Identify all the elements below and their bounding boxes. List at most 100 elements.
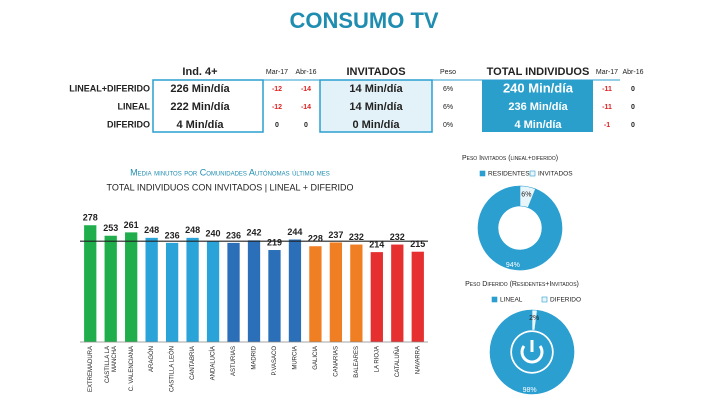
bar <box>411 251 424 342</box>
x-tick-label: BALEARES <box>354 346 360 378</box>
x-tick-label: MURCIA <box>293 346 299 370</box>
bar <box>288 239 302 342</box>
table-cell: -12 <box>272 86 282 93</box>
table-cell: 4 Min/día <box>176 119 224 131</box>
bar <box>329 242 343 342</box>
bar <box>186 237 199 342</box>
value-label: 248 <box>185 225 200 235</box>
value-label: 232 <box>390 232 405 242</box>
x-tick-label: CATALUÑA <box>394 346 401 377</box>
value-label: 236 <box>226 230 241 240</box>
bar <box>370 252 383 342</box>
table-cell: -11 <box>602 86 612 93</box>
x-tick-label: LA RIOJA <box>374 346 380 372</box>
table-cell: 222 Min/día <box>170 101 230 113</box>
bar <box>350 244 363 342</box>
x-tick-label: CASTILLA LAMANCHA <box>105 346 118 383</box>
table-cell: 0 Min/día <box>352 119 400 131</box>
table-cell: 6% <box>443 104 453 111</box>
page-title: CONSUMO TV <box>289 8 438 33</box>
value-label: 278 <box>83 213 98 223</box>
table-cell: 240 Min/día <box>503 80 574 95</box>
table-cell: -11 <box>602 104 612 111</box>
value-label: 219 <box>267 237 282 247</box>
table-cell: 14 Min/día <box>349 83 403 95</box>
bar <box>145 237 158 342</box>
column-header: Mar-17 <box>596 69 618 76</box>
value-label: 236 <box>165 230 180 240</box>
x-tick-label: MADRID <box>252 345 258 369</box>
table-cell: -1 <box>604 122 610 129</box>
value-label: 2% <box>529 315 539 322</box>
value-label: 248 <box>144 225 159 235</box>
legend-swatch <box>479 170 486 177</box>
chart-title: Media minutos por Comunidades Autónomas … <box>130 167 330 177</box>
row-label: LINEAL+DIFERIDO <box>69 83 150 93</box>
legend-label: LINEAL <box>500 297 523 304</box>
x-tick-label: CASTILLA LEÓN <box>169 346 176 392</box>
x-tick-label: ARAGÓN <box>148 346 155 372</box>
legend-label: DIFERIDO <box>550 297 581 304</box>
x-tick-label: P.VASACO <box>272 346 278 376</box>
value-label: 214 <box>369 239 384 249</box>
value-label: 237 <box>328 230 343 240</box>
value-label: 261 <box>124 220 139 230</box>
table-cell: 0 <box>631 122 635 129</box>
pie-slice <box>489 309 575 395</box>
column-header: Mar-17 <box>266 69 288 76</box>
chart-title: Peso Diferido (Residentes+Invitados) <box>465 281 579 288</box>
bar <box>125 232 138 342</box>
column-header: Ind. 4+ <box>182 66 217 78</box>
table-cell: 4 Min/día <box>514 119 562 131</box>
table-cell: 0 <box>631 104 635 111</box>
x-tick-label: CANARIAS <box>333 346 339 377</box>
people-icon <box>505 214 535 236</box>
legend-label: RESIDENTES <box>488 171 530 178</box>
x-tick-label: C. VALENCIANA <box>129 346 135 391</box>
chart-title: Peso Invitados (lineal+diferido) <box>462 155 558 162</box>
value-label: 215 <box>410 239 425 249</box>
legend-label: INVITADOS <box>538 171 573 178</box>
x-tick-label: GALICIA <box>313 346 319 370</box>
value-label: 98% <box>523 387 537 394</box>
bar <box>247 240 261 342</box>
value-label: 232 <box>349 232 364 242</box>
bar <box>84 225 97 342</box>
x-tick-label: ANDALUCÍA <box>210 346 217 380</box>
column-header: TOTAL INDIVIDUOS <box>487 66 590 78</box>
bar <box>268 250 281 342</box>
table-cell: 0 <box>275 122 279 129</box>
table-cell: -14 <box>301 104 311 111</box>
x-tick-label: CANTABRIA <box>190 346 196 380</box>
x-tick-label: EXTREMADURA <box>88 346 94 392</box>
bar <box>206 241 220 342</box>
row-label: LINEAL <box>118 101 151 111</box>
value-label: 6% <box>521 191 531 198</box>
table-cell: -14 <box>301 86 311 93</box>
power-icon <box>512 332 552 372</box>
pie-slice <box>477 185 563 271</box>
bar <box>165 242 179 342</box>
column-header: Abr-16 <box>295 69 316 76</box>
bar <box>309 246 322 342</box>
column-header: Abr-16 <box>622 69 643 76</box>
bar <box>391 244 404 342</box>
row-label: DIFERIDO <box>107 119 150 129</box>
value-label: 242 <box>246 228 261 238</box>
table-cell: 226 Min/día <box>170 83 230 95</box>
value-label: 228 <box>308 234 323 244</box>
chart-subtitle: TOTAL INDIVIDUOS CON INVITADOS | LINEAL … <box>107 182 354 192</box>
value-label: 253 <box>103 223 118 233</box>
legend-swatch <box>541 296 548 303</box>
table-cell: 0 <box>631 86 635 93</box>
pie-slice <box>519 185 536 208</box>
x-tick-label: NAVARRA <box>415 346 421 374</box>
table-cell: -12 <box>272 104 282 111</box>
column-header: INVITADOS <box>346 66 405 78</box>
x-tick-label: ASTURIAS <box>231 346 237 376</box>
column-header: Peso <box>440 69 456 76</box>
table-cell: 236 Min/día <box>508 101 568 113</box>
table-cell: 6% <box>443 86 453 93</box>
